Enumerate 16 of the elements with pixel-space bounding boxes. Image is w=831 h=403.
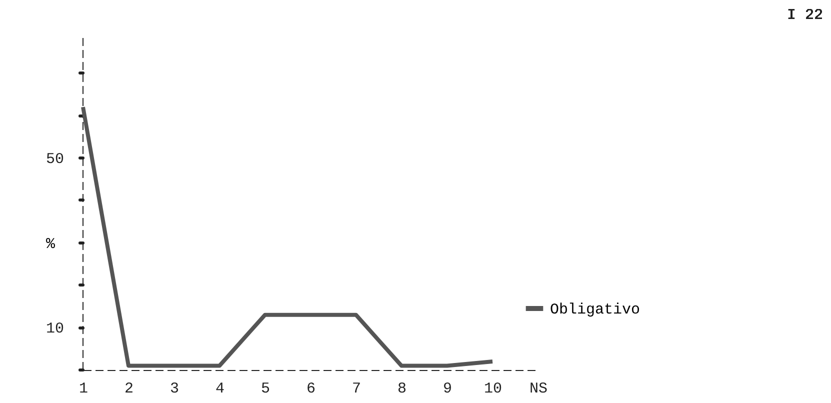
x-tick-label: 5 <box>260 380 270 398</box>
x-tick-label: 9 <box>442 380 452 398</box>
x-tick-label: 2 <box>124 380 134 398</box>
y-axis-title: % <box>46 236 56 253</box>
y-tick-label: 50 <box>46 150 64 168</box>
x-tick-label: 6 <box>306 380 316 398</box>
x-tick-label: 10 <box>484 380 502 398</box>
x-tick-label: 7 <box>352 380 362 398</box>
legend-label: Obligativo <box>550 302 640 318</box>
x-tick-label: 1 <box>78 380 88 398</box>
x-tick-label: 3 <box>170 380 180 398</box>
x-tick-label: 8 <box>397 380 407 398</box>
text: I 22 <box>786 7 823 24</box>
x-tick-label: 4 <box>215 380 225 398</box>
line-series <box>81 105 494 368</box>
x-tick-label: NS <box>529 380 548 398</box>
